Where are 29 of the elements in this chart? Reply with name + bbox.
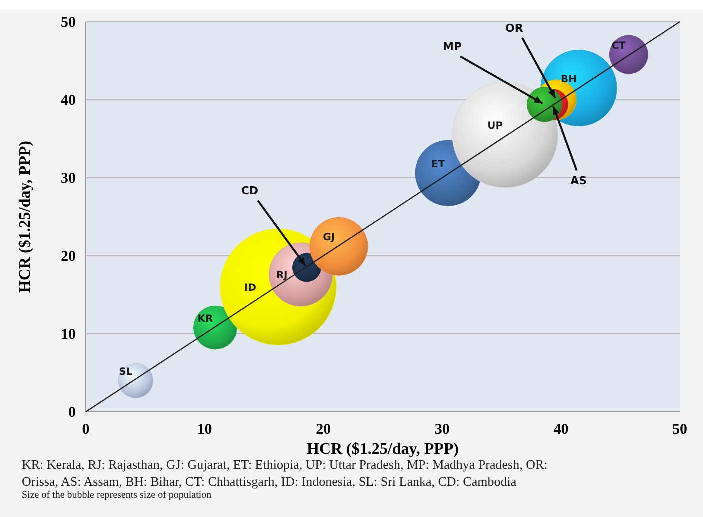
annotation: AS xyxy=(570,174,588,188)
series-label: SL xyxy=(119,366,134,378)
x-tick-label: 40 xyxy=(554,422,569,438)
x-tick-label: 10 xyxy=(197,422,212,438)
series-label: GJ xyxy=(323,232,336,244)
annotation: OR xyxy=(506,22,524,35)
y-axis-title: HCR ($1.25/day, PPP) xyxy=(17,141,34,293)
x-tick-label: 50 xyxy=(672,422,688,438)
y-tick-label: 20 xyxy=(61,249,76,265)
series-label: CT xyxy=(612,40,626,52)
text: Size of the bubble represents size of population xyxy=(22,490,212,501)
text: KR: Kerala, RJ: Rajasthan, GJ: Gujarat, ET: Ethiopia, UP: Uttar Pradesh, MP: Madhya Pradesh, OR: Orissa, AS: Assam, BH: Bihar, CT: Chhattisgarh, ID: Indonesia, SL: Sri Lanka, CD: Cambodia xyxy=(22,457,548,489)
annotation: MP xyxy=(443,40,462,54)
series-label: KR xyxy=(198,314,214,325)
y-tick-label: 50 xyxy=(61,15,76,31)
series-label: UP xyxy=(488,121,504,132)
x-tick-label: 0 xyxy=(82,422,90,438)
x-tick-label: 30 xyxy=(434,422,450,438)
series-label: ID xyxy=(244,283,256,294)
y-tick-label: 0 xyxy=(68,405,76,421)
y-tick-label: 10 xyxy=(61,327,76,343)
series-label: RJ xyxy=(276,270,288,282)
x-tick-label: 20 xyxy=(316,422,332,438)
y-tick-label: 40 xyxy=(61,93,76,109)
annotation: CD xyxy=(241,184,259,198)
x-axis-title: HCR ($1.25/day, PPP) xyxy=(307,441,459,458)
series-label: BH xyxy=(561,74,578,86)
y-tick-label: 30 xyxy=(61,171,76,187)
series-label: ET xyxy=(432,159,446,170)
